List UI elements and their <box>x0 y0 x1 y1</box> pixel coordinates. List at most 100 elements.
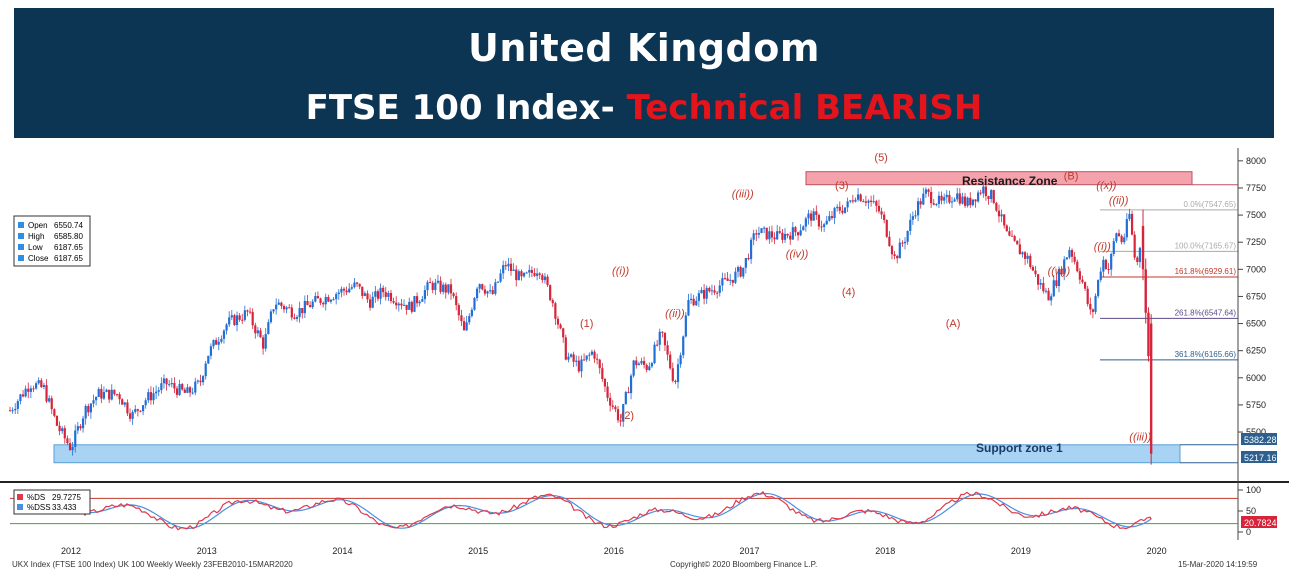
candle-body <box>776 231 779 240</box>
crash-candle-body <box>1149 323 1153 454</box>
candle-body <box>1112 241 1115 254</box>
candle-body <box>439 280 442 292</box>
crash-candle-body <box>1147 312 1150 357</box>
candle-body <box>348 288 351 293</box>
candle-body <box>562 328 565 338</box>
support-top-tag: 5382.28 <box>1244 435 1277 445</box>
bearish-label: Technical BEARISH <box>626 88 983 128</box>
candle-body <box>731 279 734 283</box>
candle-body <box>194 381 197 393</box>
candle-body <box>402 304 406 306</box>
candle-body <box>692 298 695 306</box>
candle-body <box>384 292 387 297</box>
candle-body <box>601 368 604 379</box>
candle-body <box>108 389 111 400</box>
candle-body <box>1091 309 1095 312</box>
legend-close-label: Close <box>28 254 49 263</box>
legend-swatch-open <box>18 222 24 228</box>
candle-body <box>316 296 320 299</box>
candle-body <box>830 216 834 219</box>
candle-body <box>128 413 132 419</box>
candle-body <box>87 405 90 413</box>
candle-body <box>295 316 299 319</box>
candle-body <box>1073 256 1076 262</box>
candle-body <box>248 311 252 313</box>
candle-body <box>444 284 447 293</box>
candle-body <box>549 285 552 301</box>
candle-body <box>311 301 314 308</box>
candle-body <box>155 391 158 394</box>
candle-body <box>353 282 356 288</box>
candle-body <box>499 273 502 282</box>
candle-body <box>1099 271 1102 280</box>
wave-label: (4) <box>842 286 855 298</box>
dss-swatch <box>17 504 23 510</box>
wave-label: ((i)) <box>612 266 629 278</box>
candle-body <box>637 363 640 366</box>
candle-body <box>551 300 554 304</box>
candle-body <box>32 388 35 390</box>
candle-body <box>61 428 64 432</box>
candle-body <box>410 301 413 312</box>
candle-body <box>8 410 12 412</box>
candle-body <box>322 302 325 305</box>
candle-body <box>588 354 591 356</box>
candle-body <box>40 380 43 387</box>
candle-body <box>856 194 860 200</box>
candle-body <box>802 226 805 231</box>
support-top-tag-bg <box>1241 433 1277 445</box>
candle-body <box>977 192 980 202</box>
candle-body <box>118 394 121 400</box>
wave-label: ((x)) <box>1096 180 1116 192</box>
candle-body <box>953 199 956 202</box>
candle-body <box>901 242 904 244</box>
candle-body <box>705 287 708 299</box>
candle-body <box>134 409 137 413</box>
candle-body <box>851 200 854 202</box>
candle-body <box>911 216 914 220</box>
candle-body <box>426 282 429 291</box>
candle-body <box>457 305 460 316</box>
candle-body <box>442 284 445 292</box>
candle-body <box>243 310 246 320</box>
wave-label: (3) <box>835 180 848 192</box>
candle-body <box>729 279 732 281</box>
candle-body <box>843 207 847 213</box>
candle-body <box>536 273 539 276</box>
candle-body <box>449 284 453 294</box>
candle-body <box>337 292 340 295</box>
candlestick-series <box>8 182 1153 465</box>
candle-body <box>609 397 612 406</box>
candle-body <box>465 322 468 331</box>
wave-label: ((iv)) <box>786 248 809 260</box>
candle-body <box>909 219 912 232</box>
candle-body <box>181 384 184 390</box>
candle-body <box>642 360 646 365</box>
candle-body <box>799 230 802 236</box>
candle-body <box>371 296 374 308</box>
candle-body <box>220 338 223 342</box>
candle-body <box>820 226 823 228</box>
candle-body <box>262 337 265 349</box>
candle-body <box>533 272 536 276</box>
candle-body <box>405 304 408 310</box>
y-tick-label: 8000 <box>1246 156 1266 166</box>
legend-high-value: 6585.80 <box>54 232 83 241</box>
candle-body <box>238 315 241 320</box>
candle-body <box>1013 236 1016 241</box>
candle-body <box>429 282 432 284</box>
candle-body <box>1138 247 1141 262</box>
candle-body <box>79 426 82 429</box>
candle-body <box>327 296 330 302</box>
candle-body <box>66 438 69 444</box>
candle-body <box>922 193 925 205</box>
candle-body <box>765 227 768 240</box>
candle-body <box>890 246 894 255</box>
candle-body <box>1010 235 1014 237</box>
candle-body <box>178 384 181 395</box>
wave-label: ((w)) <box>1048 266 1071 278</box>
candle-body <box>1130 213 1134 235</box>
candle-body <box>447 284 450 293</box>
candle-body <box>1060 268 1063 275</box>
dss-value: 33.433 <box>52 503 77 512</box>
